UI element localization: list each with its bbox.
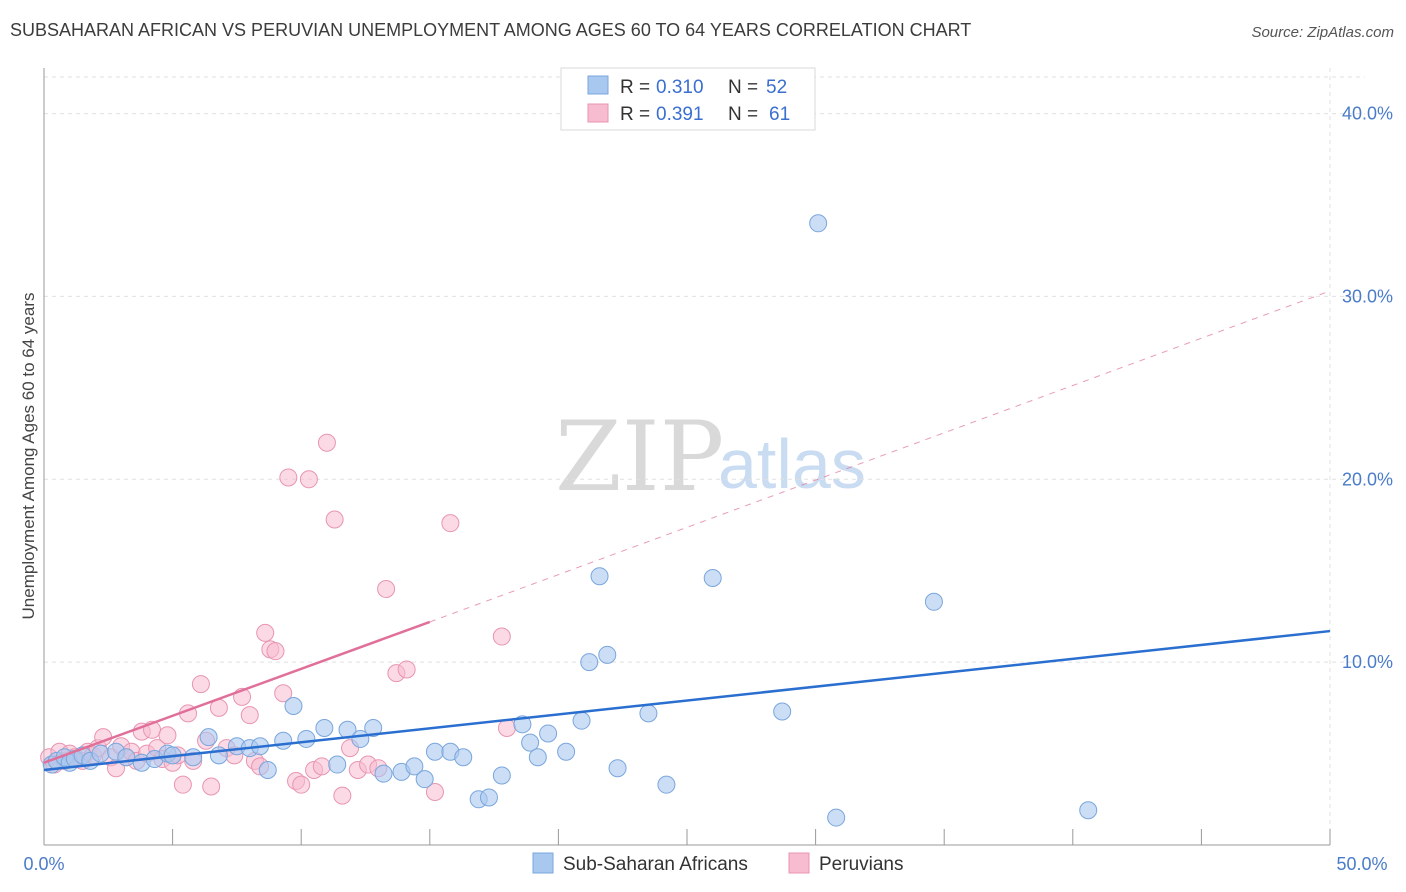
- sub-saharan-point: [364, 718, 383, 737]
- sub-saharan-point: [374, 764, 393, 783]
- peruvian-trend-extension: [429, 290, 1331, 623]
- peruvian-point: [317, 433, 336, 452]
- sub-saharan-point: [479, 788, 498, 807]
- legend-n-value-blue: 52: [766, 77, 787, 98]
- sub-saharan-point: [91, 744, 110, 763]
- legend-r-label-blue: R =: [620, 77, 650, 98]
- peruvian-point: [279, 468, 298, 487]
- sub-saharan-point: [284, 697, 303, 716]
- sub-saharan-point: [274, 731, 293, 750]
- y-tick-label: 30.0%: [1342, 286, 1393, 306]
- series-legend-label-blue: Sub-Saharan Africans: [563, 854, 748, 875]
- peruvian-point: [299, 470, 318, 489]
- sub-saharan-point: [328, 755, 347, 774]
- peruvian-trend-line: [43, 620, 431, 764]
- series-legend: Sub-Saharan Africans Peruvians: [532, 852, 904, 875]
- sub-saharan-trend-line: [43, 629, 1331, 772]
- sub-saharan-point: [415, 770, 434, 789]
- sub-saharan-point: [492, 766, 511, 785]
- stats-legend: R = 0.310 N = 52 R = 0.391 N = 61: [560, 67, 816, 131]
- sub-saharan-points: [42, 214, 1098, 827]
- series-legend-label-pink: Peruvians: [819, 854, 904, 875]
- peruvian-point: [256, 623, 275, 642]
- peruvian-point: [191, 675, 210, 694]
- sub-saharan-point: [425, 742, 444, 761]
- series-legend-swatch-blue: [532, 852, 554, 874]
- y-tick-labels: 10.0% 20.0% 30.0% 40.0%: [1342, 104, 1393, 673]
- sub-saharan-point: [184, 748, 203, 767]
- grid-lines: [44, 68, 1365, 845]
- sub-saharan-point: [513, 715, 532, 734]
- sub-saharan-point: [539, 724, 558, 743]
- legend-n-label-pink: N =: [728, 104, 758, 125]
- peruvian-point: [202, 777, 221, 796]
- chart-source: Source: ZipAtlas.com: [1251, 24, 1394, 41]
- sub-saharan-point: [117, 748, 136, 767]
- y-tick-label: 20.0%: [1342, 469, 1393, 489]
- x-tick-label-max: 50.0%: [1336, 854, 1387, 874]
- legend-r-value-blue: 0.310: [656, 77, 704, 98]
- x-tick-label-min: 0.0%: [23, 854, 64, 874]
- x-tick-marks: [43, 829, 1331, 845]
- legend-n-value-pink: 61: [769, 104, 790, 125]
- peruvian-point: [325, 510, 344, 529]
- peruvian-point: [240, 706, 259, 725]
- peruvian-point: [397, 660, 416, 679]
- sub-saharan-point: [590, 567, 609, 586]
- sub-saharan-point: [703, 569, 722, 588]
- sub-saharan-point: [809, 214, 828, 233]
- chart-title: SUBSAHARAN AFRICAN VS PERUVIAN UNEMPLOYM…: [10, 20, 972, 40]
- sub-saharan-point: [1079, 801, 1098, 820]
- series-legend-swatch-pink: [788, 852, 810, 874]
- peruvian-point: [377, 580, 396, 598]
- legend-r-label-pink: R =: [620, 104, 650, 125]
- legend-swatch-pink: [587, 103, 609, 123]
- peruvian-point: [158, 726, 177, 745]
- sub-saharan-point: [199, 728, 218, 747]
- y-axis-label: Unemployment Among Ages 60 to 64 years: [19, 293, 38, 620]
- sub-saharan-point: [557, 742, 576, 761]
- sub-saharan-point: [297, 729, 316, 748]
- peruvian-point: [425, 782, 444, 801]
- sub-saharan-point: [528, 748, 547, 767]
- peruvian-point: [266, 642, 285, 661]
- sub-saharan-point: [639, 704, 658, 723]
- sub-saharan-point: [598, 645, 617, 664]
- sub-saharan-point: [405, 757, 424, 776]
- y-tick-label: 40.0%: [1342, 104, 1393, 124]
- peruvian-point: [492, 627, 511, 646]
- sub-saharan-point: [258, 761, 277, 780]
- sub-saharan-point: [521, 733, 540, 752]
- sub-saharan-point: [773, 702, 792, 721]
- legend-n-label-blue: N =: [728, 77, 758, 98]
- sub-saharan-point: [315, 718, 334, 737]
- sub-saharan-point: [608, 759, 627, 778]
- legend-swatch-blue: [587, 75, 609, 95]
- peruvian-point: [292, 775, 311, 794]
- legend-r-value-pink: 0.391: [656, 104, 704, 125]
- sub-saharan-point: [580, 653, 599, 672]
- sub-saharan-point: [924, 592, 943, 611]
- peruvian-point: [441, 514, 460, 533]
- peruvian-point: [497, 718, 516, 737]
- sub-saharan-point: [454, 748, 473, 767]
- sub-saharan-point: [827, 808, 846, 827]
- y-tick-label: 10.0%: [1342, 652, 1393, 672]
- sub-saharan-point: [657, 775, 676, 794]
- peruvian-point: [173, 775, 192, 794]
- peruvian-point: [312, 757, 331, 776]
- watermark-atlas: atlas: [718, 425, 866, 503]
- peruvian-point: [333, 786, 352, 805]
- peruvian-point: [274, 684, 293, 703]
- watermark-zip: ZIP: [555, 401, 724, 513]
- trend-lines: [43, 290, 1331, 772]
- sub-saharan-point: [572, 711, 591, 730]
